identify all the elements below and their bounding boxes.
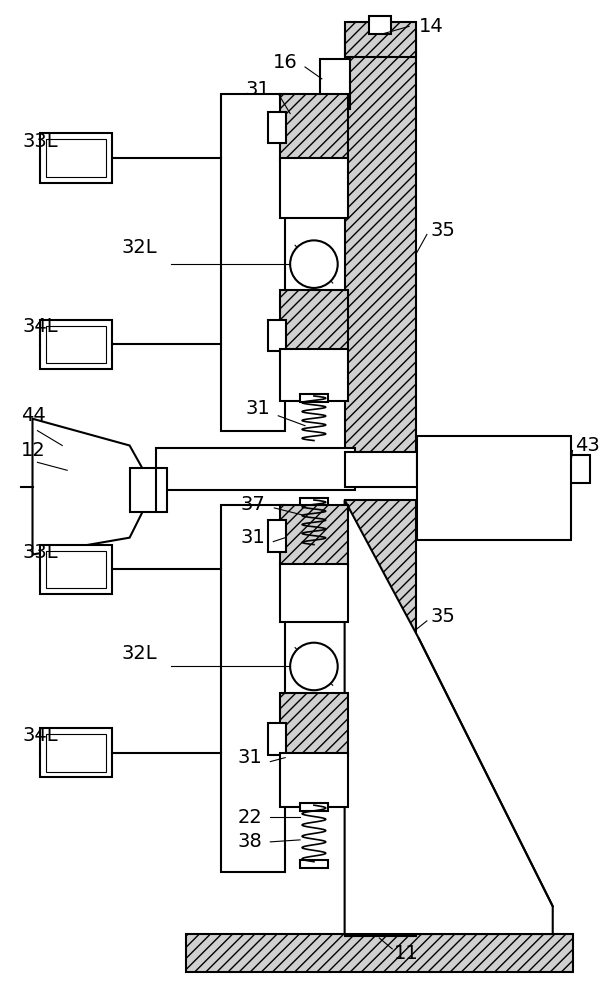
Bar [186, 934, 573, 972]
Bar [46, 326, 106, 363]
Bar [280, 349, 348, 401]
Bar [40, 545, 112, 594]
Bar [280, 753, 348, 807]
Text: 38: 38 [238, 832, 262, 851]
Bar [300, 394, 327, 402]
Bar [300, 803, 327, 811]
Text: 44: 44 [21, 406, 45, 425]
Circle shape [290, 240, 338, 288]
Bar [300, 860, 327, 868]
Bar [345, 500, 416, 936]
Polygon shape [32, 419, 144, 554]
Bar [130, 468, 167, 512]
Bar [417, 436, 571, 540]
Circle shape [290, 643, 338, 690]
Bar [156, 448, 354, 490]
Text: 32L: 32L [122, 644, 157, 663]
Bar [280, 94, 348, 161]
Text: 31: 31 [241, 528, 265, 547]
Bar [268, 112, 286, 143]
Bar [280, 290, 348, 351]
Text: 31: 31 [238, 748, 262, 767]
Bar [46, 734, 106, 772]
Bar [370, 16, 391, 34]
Bar [417, 455, 590, 483]
Bar [221, 505, 285, 872]
Bar [345, 452, 429, 487]
Text: 35: 35 [431, 221, 456, 240]
Bar [268, 520, 286, 552]
Text: 22: 22 [238, 808, 262, 827]
Bar [280, 693, 348, 755]
Bar [320, 59, 349, 109]
Text: 43: 43 [576, 436, 600, 455]
Bar [280, 564, 348, 622]
Bar [268, 320, 286, 351]
Bar [345, 22, 416, 57]
Text: 34L: 34L [23, 726, 58, 745]
Text: 12: 12 [21, 441, 45, 460]
Bar [40, 728, 112, 777]
Text: 37: 37 [241, 495, 265, 514]
Bar [46, 139, 106, 177]
Bar [345, 34, 416, 458]
Bar [280, 158, 348, 218]
Text: 31: 31 [246, 80, 270, 99]
Text: 33L: 33L [23, 543, 58, 562]
Text: 34L: 34L [23, 317, 58, 336]
Polygon shape [345, 500, 553, 934]
Bar [40, 133, 112, 183]
Text: 14: 14 [419, 17, 444, 36]
Text: 31: 31 [246, 399, 270, 418]
Bar [300, 498, 327, 506]
Text: 16: 16 [273, 53, 298, 72]
Bar [46, 551, 106, 588]
Text: 33L: 33L [23, 132, 58, 151]
Bar [40, 320, 112, 369]
Bar [268, 723, 286, 755]
Text: 11: 11 [394, 944, 419, 963]
Bar [280, 505, 348, 566]
Bar [221, 94, 285, 431]
Text: 35: 35 [431, 607, 456, 626]
Text: 32L: 32L [122, 238, 157, 257]
